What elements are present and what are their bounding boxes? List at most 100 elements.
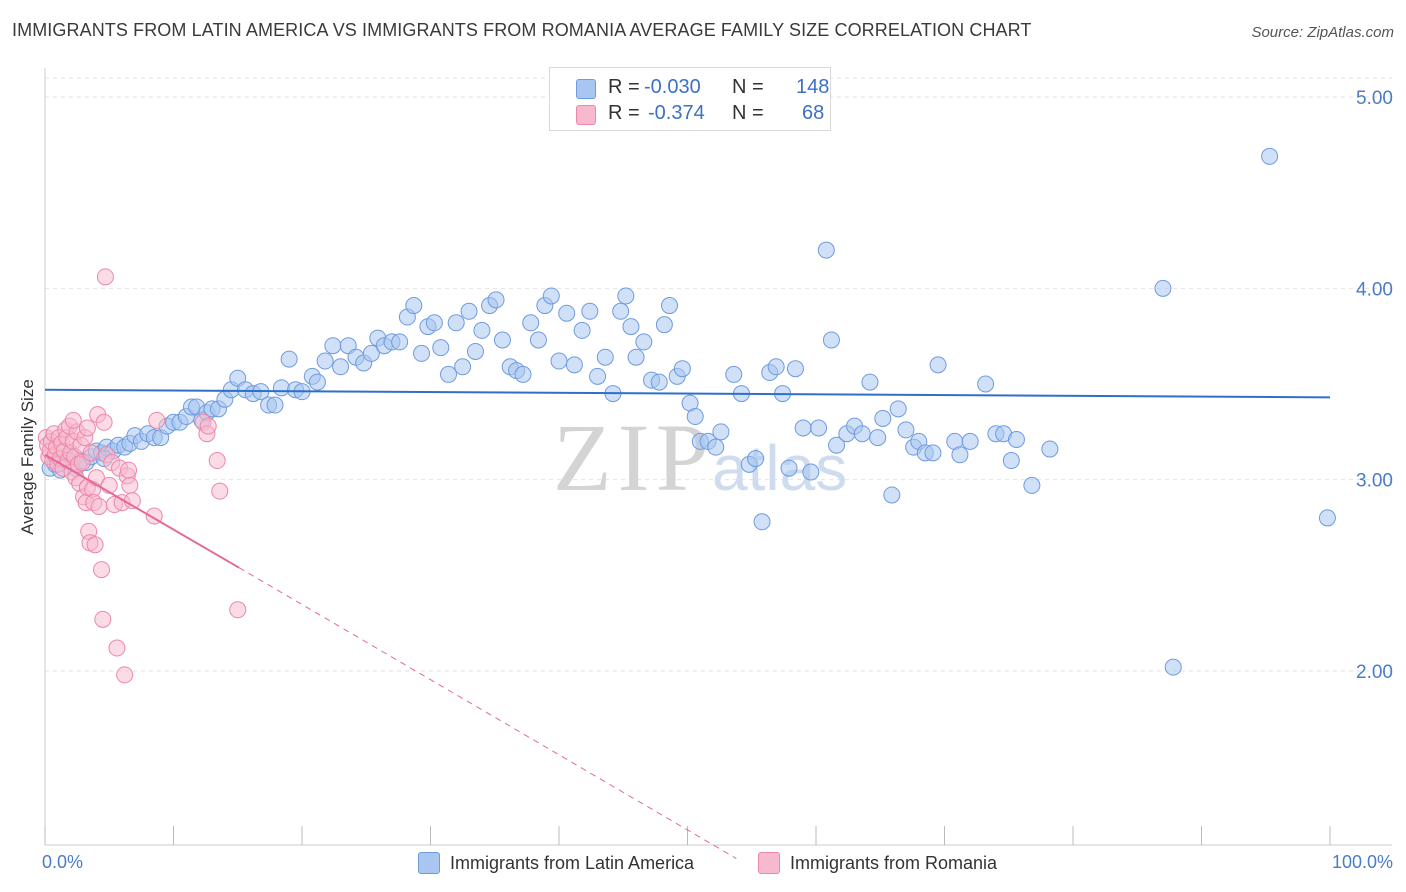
point-latin-america [529, 331, 547, 349]
point-latin-america [565, 356, 583, 374]
point-latin-america [707, 438, 725, 456]
trend-line-latin-america [44, 388, 1331, 399]
bottom-legend-label: Immigrants from Latin America [450, 853, 695, 873]
trend-extension-romania [238, 567, 737, 859]
point-romania [229, 601, 247, 619]
point-latin-america [581, 302, 599, 320]
point-latin-america [822, 331, 840, 349]
bottom-legend-swatch-blue [418, 852, 440, 874]
point-latin-america [280, 350, 298, 368]
point-latin-america [889, 400, 907, 418]
point-latin-america [589, 367, 607, 385]
point-romania [86, 536, 104, 554]
point-romania [93, 561, 111, 579]
y-tick-labels: 2.00 3.00 4.00 5.00 [1356, 88, 1393, 683]
point-romania [95, 413, 113, 431]
point-latin-america [725, 365, 743, 383]
point-latin-america [454, 358, 472, 376]
trend-lines [44, 388, 1331, 859]
point-latin-america [558, 304, 576, 322]
point-latin-america [861, 373, 879, 391]
point-latin-america [405, 297, 423, 315]
point-latin-america [266, 396, 284, 414]
point-romania [199, 417, 217, 435]
point-latin-america [460, 302, 478, 320]
point-latin-america [655, 316, 673, 334]
point-romania [100, 476, 118, 494]
point-latin-america [977, 375, 995, 393]
point-latin-america [1041, 440, 1059, 458]
legend-r-label: R = [608, 102, 640, 124]
point-romania [208, 452, 226, 470]
y-tick-label: 2.00 [1356, 662, 1393, 683]
point-latin-america [324, 337, 342, 355]
point-romania [108, 639, 126, 657]
point-latin-america [828, 436, 846, 454]
point-latin-america [362, 344, 380, 362]
point-latin-america [661, 297, 679, 315]
point-latin-america [712, 423, 730, 441]
y-tick-label: 3.00 [1356, 471, 1393, 492]
series-latin-america [41, 147, 1336, 676]
legend-n-label: N = [732, 102, 764, 124]
chart-title: IMMIGRANTS FROM LATIN AMERICA VS IMMIGRA… [12, 20, 1032, 40]
point-latin-america [487, 291, 505, 309]
point-latin-america [308, 373, 326, 391]
y-tick-label: 4.00 [1356, 279, 1393, 300]
point-latin-america [747, 450, 765, 468]
point-latin-america [1002, 452, 1020, 470]
legend-r-label: R = [608, 76, 640, 98]
point-latin-america [869, 429, 887, 447]
point-latin-america [391, 333, 409, 351]
x-tick-max: 100.0% [1331, 852, 1393, 872]
point-latin-america [1007, 430, 1025, 448]
point-romania [148, 411, 166, 429]
point-latin-america [627, 348, 645, 366]
point-latin-america [316, 352, 334, 370]
point-latin-america [432, 339, 450, 357]
point-latin-america [617, 287, 635, 305]
bottom-legend-label: Immigrants from Romania [790, 853, 998, 873]
legend-n-label: N = [732, 76, 764, 98]
point-romania [82, 444, 100, 462]
legend-r-value: -0.030 [644, 76, 701, 98]
point-latin-america [1154, 279, 1172, 297]
point-latin-america [767, 358, 785, 376]
point-latin-america [635, 333, 653, 351]
watermark-zip: ZIP [553, 404, 715, 511]
point-latin-america [794, 419, 812, 437]
point-romania [78, 419, 96, 437]
watermark: ZIP atlas [553, 404, 847, 511]
point-latin-america [573, 321, 591, 339]
point-latin-america [612, 302, 630, 320]
point-latin-america [542, 287, 560, 305]
correlation-legend: R = -0.030 N = 148 R = -0.374 N = 68 [549, 67, 831, 131]
point-romania [94, 610, 112, 628]
point-latin-america [413, 344, 431, 362]
point-latin-america [596, 348, 614, 366]
point-latin-america [802, 463, 820, 481]
chart-source: Source: ZipAtlas.com [1251, 24, 1394, 41]
point-latin-america [1261, 147, 1279, 165]
point-romania [64, 411, 82, 429]
grid-layer [45, 77, 1392, 672]
point-latin-america [332, 358, 350, 376]
legend-n-value: 148 [796, 76, 830, 98]
point-latin-america [853, 425, 871, 443]
point-latin-america [1023, 476, 1041, 494]
trend-line-romania [44, 453, 240, 569]
point-latin-america [810, 419, 828, 437]
legend-swatch-blue [576, 79, 596, 99]
y-axis-label: Average Family Size [18, 379, 37, 535]
point-latin-america [622, 318, 640, 336]
watermark-atlas: atlas [712, 432, 847, 504]
bottom-legend-swatch-pink [758, 852, 780, 874]
point-latin-america [786, 360, 804, 378]
point-latin-america [272, 379, 290, 397]
point-latin-america [466, 342, 484, 360]
point-romania [90, 497, 108, 515]
point-latin-america [439, 365, 457, 383]
point-latin-america [780, 459, 798, 477]
point-latin-america [817, 241, 835, 259]
